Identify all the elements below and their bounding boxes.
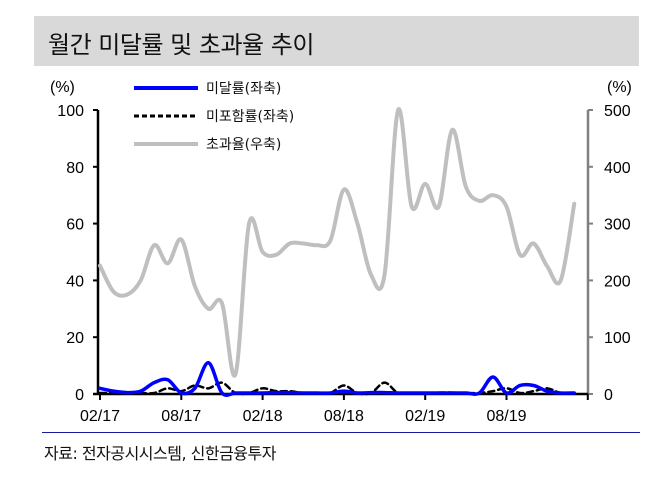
right-axis-unit: (%) [607,79,632,96]
left-y-axis: 0 20 40 60 80 100 [57,103,100,404]
legend-label: 미포함률(좌축) [206,109,294,125]
right-axis-tick-label: 500 [604,103,631,120]
legend: 미달률(좌축) 미포함률(좌축) 초과율(우축) [134,81,294,153]
left-axis-tick-label: 80 [66,160,84,177]
left-axis-tick-label: 100 [57,103,84,120]
legend-item-shortfall: 미달률(좌축) [134,81,281,97]
chart-title-bar: 월간 미달률 및 초과율 추이 [34,16,639,66]
series-layer [98,107,577,397]
left-axis-tick-label: 40 [66,273,84,290]
source-note: 자료: 전자공시시스템, 신한금융투자 [44,444,276,463]
x-axis-tick-label: 08/18 [324,408,364,425]
excess-rate-line [98,107,577,378]
x-axis-tick-label: 02/18 [243,408,283,425]
left-axis-unit: (%) [50,79,75,96]
x-axis-tick-label: 02/19 [405,408,445,425]
right-axis-tick-label: 100 [604,330,631,347]
right-axis-tick-label: 0 [604,387,613,404]
chart-title: 월간 미달률 및 초과율 추이 [48,31,314,59]
left-axis-tick-label: 60 [66,217,84,234]
left-axis-tick-label: 0 [75,387,84,404]
legend-label: 미달률(좌축) [206,81,281,97]
right-axis-tick-label: 200 [604,273,631,290]
right-axis-tick-label: 300 [604,217,631,234]
source-divider [42,432,640,433]
legend-item-not-included: 미포함률(좌축) [134,109,294,125]
right-y-axis: 0 100 200 300 400 500 [586,103,631,404]
x-axis-tick-label: 02/17 [80,408,120,425]
x-axis-tick-label: 08/19 [486,408,526,425]
x-axis: 02/17 08/17 02/18 08/18 02/19 08/19 [80,392,589,425]
legend-item-excess: 초과율(우축) [134,137,281,153]
shortfall-rate-line [98,361,576,397]
left-axis-tick-label: 20 [66,330,84,347]
legend-label: 초과율(우축) [206,137,281,153]
x-axis-tick-label: 08/17 [161,408,201,425]
right-axis-tick-label: 400 [604,160,631,177]
